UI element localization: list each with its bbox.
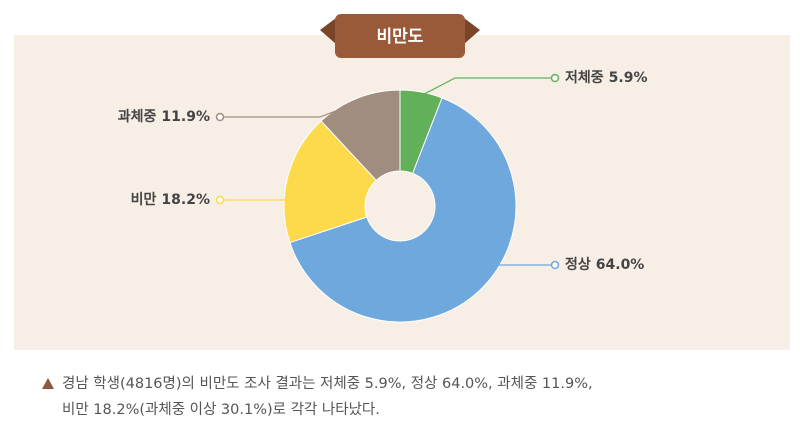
ribbon-tail-right (464, 18, 480, 44)
leader-dot (550, 260, 560, 270)
note-line: 비만 18.2%(과체중 이상 30.1%)로 각각 나타났다. (62, 401, 380, 418)
slice-category: 비만 (131, 192, 157, 208)
leader-dot (215, 195, 225, 205)
slice-value: 11.9% (161, 109, 210, 125)
slice-value: 18.2% (161, 192, 210, 208)
leader-line (220, 101, 360, 118)
leader-line (453, 264, 555, 288)
leader-line (220, 177, 322, 201)
slice-label: 저체중 5.9% (565, 70, 647, 86)
donut-slice (320, 89, 401, 182)
slice-label: 과체중 11.9% (118, 109, 210, 125)
leader-dot (215, 112, 225, 122)
slice-category: 과체중 (118, 109, 157, 125)
leader-line (420, 77, 555, 97)
ribbon-tail-left (320, 18, 336, 44)
slice-value: 64.0% (596, 257, 645, 273)
slice-label: 정상 64.0% (565, 256, 644, 273)
slice-value: 5.9% (609, 70, 648, 86)
note-marker (42, 378, 54, 389)
slice-category: 저체중 (565, 70, 604, 86)
leader-dot (550, 73, 560, 83)
chart-title: 비만도 (377, 27, 424, 47)
donut-slice (283, 120, 377, 244)
donut-slice (289, 97, 517, 323)
slice-label: 비만 18.2% (131, 192, 210, 208)
title-ribbon (335, 14, 465, 58)
slice-category: 정상 (565, 256, 591, 273)
note-line: 경남 학생(4816명)의 비만도 조사 결과는 저체중 5.9%, 정상 64… (62, 375, 593, 392)
